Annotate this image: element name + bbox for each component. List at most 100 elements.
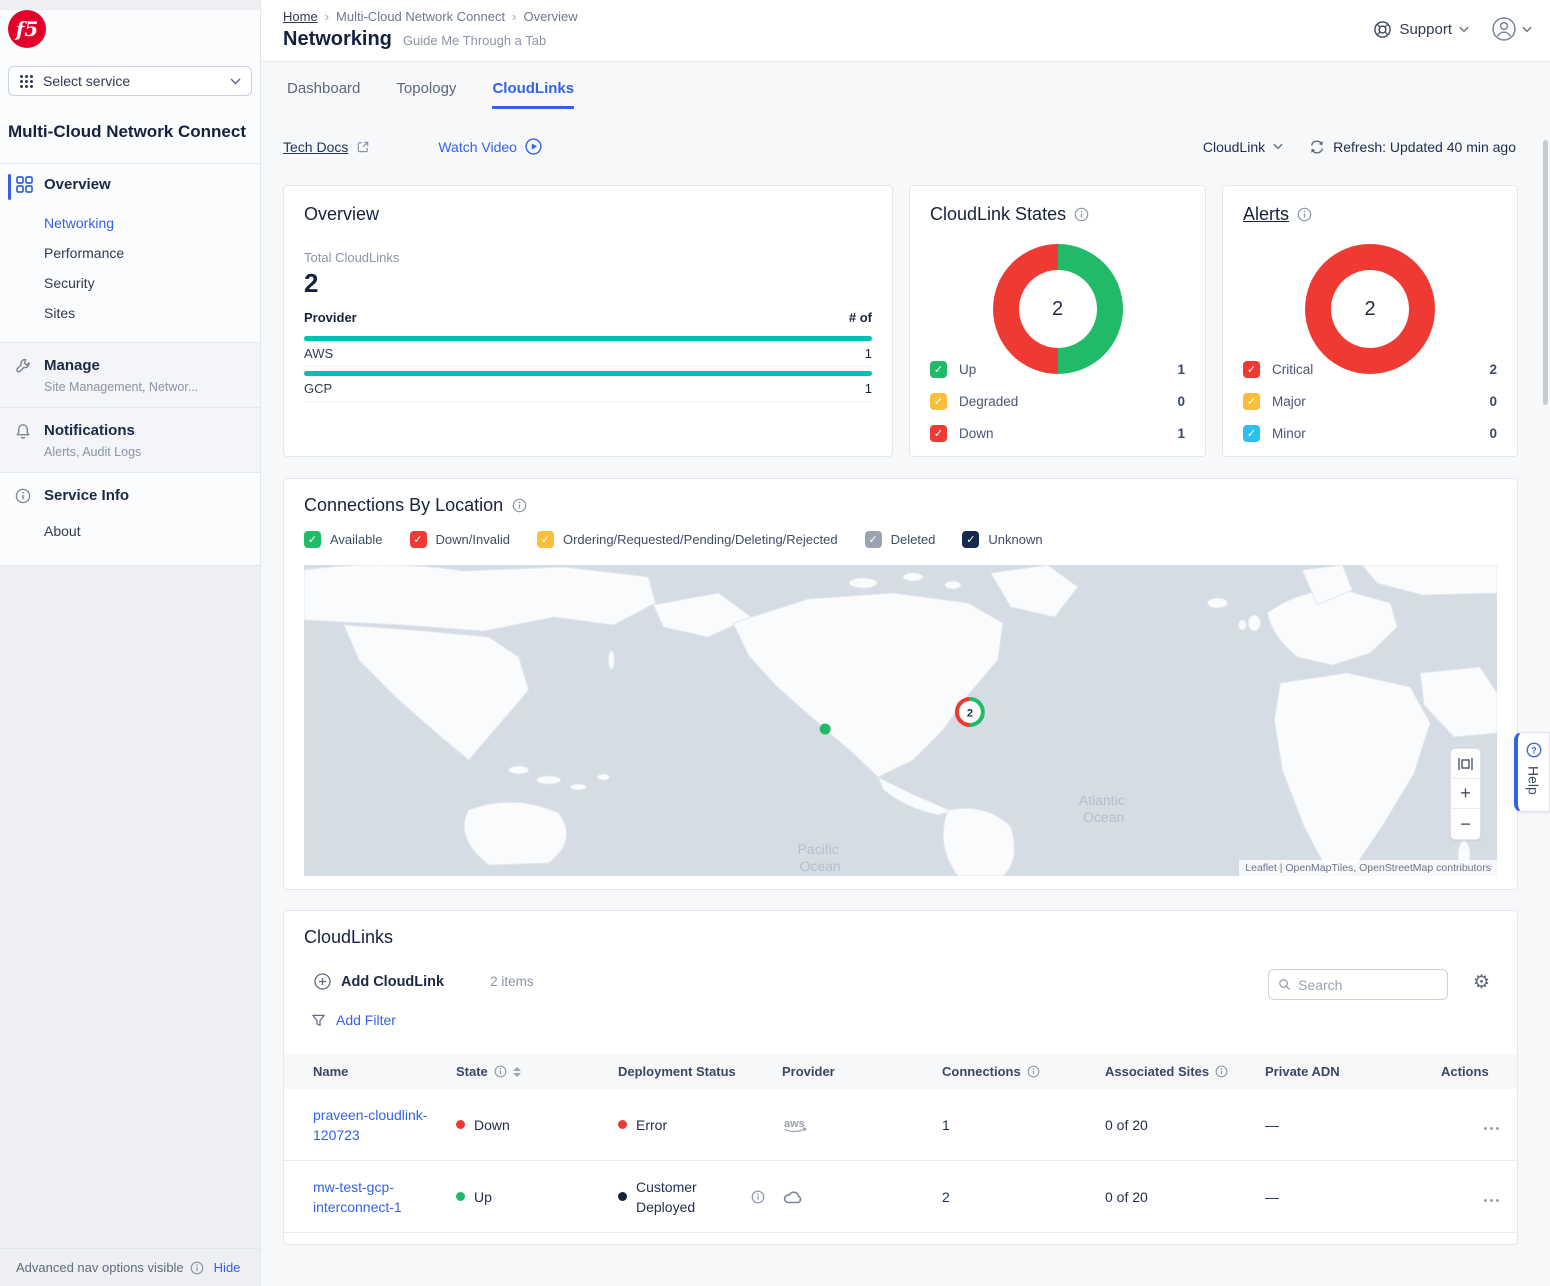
support-label: Support (1399, 20, 1452, 38)
user-menu[interactable] (1491, 16, 1532, 42)
legend-label: Major (1272, 393, 1306, 409)
cloudlinks-table: Name State Deployment Status Provider Co… (284, 1054, 1517, 1233)
scrollbar-thumb[interactable] (1543, 140, 1548, 405)
associated-sites-cell: 0 of 20 (1105, 1116, 1148, 1133)
state-down-dot (456, 1120, 465, 1129)
sidebar-item-service-info[interactable]: Service Info About (0, 472, 260, 561)
refresh-button[interactable]: Refresh: Updated 40 min ago (1309, 139, 1516, 155)
tab-topology[interactable]: Topology (396, 80, 457, 97)
col-associated-sites: Associated Sites (1105, 1064, 1265, 1079)
connections-by-location-card: Connections By Location ✓ Available ✓ Do… (283, 478, 1518, 890)
sidebar-item-notifications[interactable]: Notifications Alerts, Audit Logs (0, 407, 260, 472)
world-map[interactable]: Atlantic Ocean Pacific Ocean 2 (304, 565, 1497, 876)
add-cloudlink-button[interactable]: Add CloudLink (314, 973, 444, 990)
cloudlinks-table-card: CloudLinks Add CloudLink 2 items Add Fil… (283, 910, 1518, 1245)
svg-text:aws: aws (784, 1118, 805, 1130)
unknown-checkbox[interactable]: ✓ (962, 531, 980, 548)
hide-advanced-nav-link[interactable]: Hide (213, 1260, 241, 1275)
more-actions-icon[interactable] (1484, 1198, 1487, 1202)
col-private-adn: Private ADN (1265, 1064, 1340, 1079)
cloudlink-name-link[interactable]: mw-test-gcp-interconnect-1 (313, 1178, 402, 1215)
sidebar-item-security[interactable]: Security (44, 275, 95, 291)
sidebar-item-sites[interactable]: Sites (44, 305, 76, 321)
available-checkbox[interactable]: ✓ (304, 531, 321, 548)
sidebar-item-manage[interactable]: Manage Site Management, Networ... (0, 342, 260, 407)
ordering-checkbox[interactable]: ✓ (536, 531, 554, 548)
provider-cell (782, 1189, 942, 1205)
legend-row-degraded: ✓ Degraded 0 (930, 392, 1185, 410)
sidebar-item-overview[interactable]: Overview (0, 164, 260, 204)
legend-value: 2 (1489, 361, 1497, 377)
product-title: Multi-Cloud Network Connect (8, 122, 246, 141)
plus-circle-icon (314, 973, 331, 990)
deleted-checkbox[interactable]: ✓ (864, 531, 882, 548)
col-state[interactable]: State (456, 1064, 618, 1079)
support-menu[interactable]: Support (1373, 20, 1469, 39)
breadcrumb-mcn[interactable]: Multi-Cloud Network Connect (336, 9, 506, 24)
sidebar-item-performance[interactable]: Performance (44, 245, 125, 261)
sort-icon[interactable] (512, 1066, 521, 1077)
guide-me-label[interactable]: Guide Me Through a Tab (402, 33, 547, 48)
info-icon[interactable] (751, 1190, 765, 1204)
map-fit-bounds-button[interactable] (1451, 749, 1480, 779)
alerts-card-title-link[interactable]: Alerts (1243, 204, 1290, 224)
provider-count: 1 (864, 381, 872, 396)
notifications-section-sub: Alerts, Audit Logs (44, 445, 142, 459)
info-icon[interactable] (494, 1065, 507, 1078)
legend-unknown: ✓ Unknown (962, 531, 1043, 548)
map-marker-available[interactable] (819, 723, 831, 735)
search-input[interactable] (1298, 976, 1438, 993)
add-filter-button[interactable]: Add Filter (311, 1012, 396, 1028)
select-service-dropdown[interactable]: Select service (8, 66, 252, 96)
col-deployment-status: Deployment Status (618, 1064, 736, 1079)
map-cluster-marker[interactable]: 2 (954, 697, 985, 727)
select-service-label: Select service (43, 73, 131, 89)
atlantic-ocean-label: Atlantic Ocean (1079, 792, 1129, 825)
tech-docs-link[interactable]: Tech Docs (283, 139, 370, 155)
tab-cloudlinks[interactable]: CloudLinks (492, 80, 575, 109)
add-filter-label: Add Filter (336, 1012, 396, 1028)
associated-sites-cell: 0 of 20 (1105, 1188, 1148, 1205)
table-row: praveen-cloudlink-120723 Down Error aws (284, 1089, 1517, 1161)
watch-video-link[interactable]: Watch Video (438, 138, 542, 155)
legend-label: Available (330, 532, 383, 547)
sidebar-item-networking[interactable]: Networking (44, 215, 115, 231)
info-icon[interactable] (1027, 1065, 1040, 1078)
down-checkbox[interactable]: ✓ (930, 424, 947, 442)
info-icon[interactable] (512, 498, 527, 513)
major-checkbox[interactable]: ✓ (1243, 392, 1260, 410)
table-settings-gear-icon[interactable]: ⚙ (1473, 972, 1491, 993)
breadcrumb-home[interactable]: Home (283, 9, 318, 24)
overview-card-title: Overview (304, 204, 380, 224)
legend-label: Down (959, 425, 994, 441)
cloudlink-scope-dropdown[interactable]: CloudLink (1203, 139, 1283, 155)
help-tab[interactable]: ? Help (1514, 732, 1550, 812)
f5-logo[interactable]: f5 (8, 10, 46, 48)
map-attribution[interactable]: Leaflet | OpenMapTiles, OpenStreetMap co… (1239, 860, 1497, 876)
funnel-icon (312, 1014, 325, 1026)
provider-row-gcp: GCP 1 (304, 376, 872, 402)
manage-section-label: Manage (44, 357, 100, 374)
down-invalid-checkbox[interactable]: ✓ (409, 531, 427, 548)
critical-checkbox[interactable]: ✓ (1243, 360, 1260, 378)
info-icon[interactable] (1074, 207, 1089, 222)
legend-label: Unknown (988, 532, 1043, 547)
info-icon[interactable] (1215, 1065, 1228, 1078)
more-actions-icon[interactable] (1484, 1126, 1487, 1130)
legend-label: Minor (1272, 425, 1306, 441)
cloudlink-name-link[interactable]: praveen-cloudlink-120723 (313, 1106, 428, 1143)
sidebar-item-about[interactable]: About (44, 523, 81, 539)
map-zoom-out-button[interactable]: − (1460, 813, 1471, 834)
f5-logo-text: f5 (15, 17, 39, 41)
legend-label: Critical (1272, 361, 1314, 377)
map-zoom-in-button[interactable]: + (1451, 779, 1480, 809)
info-icon[interactable] (1297, 207, 1312, 222)
states-donut-total: 2 (1051, 297, 1064, 320)
connections-cell: 1 (942, 1116, 950, 1133)
degraded-checkbox[interactable]: ✓ (930, 392, 947, 410)
up-checkbox[interactable]: ✓ (930, 360, 947, 378)
breadcrumb-separator: › (324, 9, 330, 24)
minor-checkbox[interactable]: ✓ (1243, 424, 1260, 442)
legend-row-minor: ✓ Minor 0 (1243, 424, 1497, 442)
tab-dashboard[interactable]: Dashboard (287, 80, 361, 97)
